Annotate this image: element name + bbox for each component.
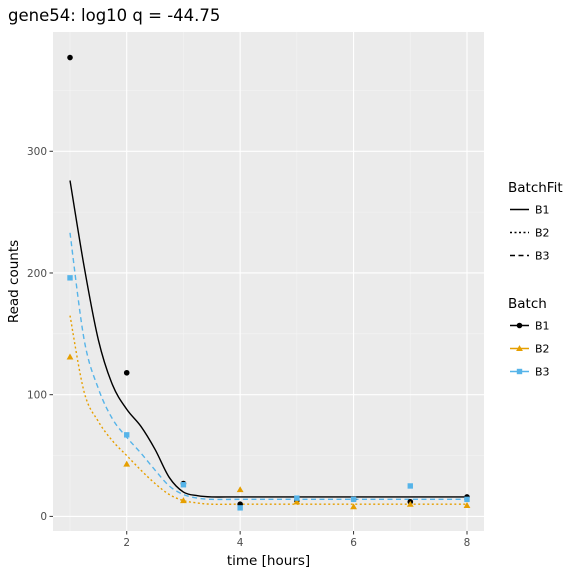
x-tick-label: 2 [123,537,130,549]
x-tick-label: 4 [237,537,244,549]
point-b1 [67,54,73,61]
point-b2 [463,502,471,508]
legend-label: B3 [535,250,550,263]
point-b2 [66,353,74,360]
point-b2 [123,460,131,467]
legend-label: B1 [535,320,550,333]
point-b3 [350,496,357,503]
fit-line-b3 [69,232,467,501]
y-axis: 0 100 200 300 [27,146,53,523]
legend-key-marker [516,322,523,329]
point-b3 [237,505,243,511]
y-tick-label: 200 [27,268,47,280]
point-b3 [464,496,470,503]
legend-key-marker [516,368,523,375]
point-b3 [67,275,73,281]
plot-panel [53,32,484,531]
point-b2 [293,498,301,505]
point-b3 [180,482,187,488]
grid-major [53,32,484,531]
legend-label: B2 [535,343,550,356]
legend-batchfit: BatchFit B1 B2 B3 [508,180,563,267]
x-tick-label: 6 [350,537,357,549]
x-tick-label: 8 [464,537,471,549]
y-tick-label: 0 [40,511,47,523]
fit-line-b1 [69,180,467,498]
legend-batchfit-title: BatchFit [508,180,563,196]
grid-minor [53,32,484,531]
legend-label: B3 [535,366,550,379]
point-b3 [294,495,300,501]
y-axis-title: Read counts [6,240,22,323]
legend-key-marker [516,345,523,352]
point-b2 [180,497,187,504]
legend-label: B2 [535,227,550,240]
x-axis-title: time [hours] [227,553,310,569]
fit-line-b2 [69,315,467,506]
legend-batch: Batch B1 B2 B3 [508,296,550,383]
legend-label: B1 [535,204,550,217]
y-tick-label: 300 [27,146,47,158]
x-axis: 2 4 6 8 [123,531,470,549]
point-b3 [124,432,130,438]
legend-batch-title: Batch [508,296,547,312]
point-b2 [406,500,414,507]
chart-title: gene54: log10 q = -44.75 [8,6,220,25]
y-tick-label: 100 [27,389,47,401]
point-b3 [407,483,413,489]
point-b1 [123,369,130,376]
point-b2 [236,486,244,493]
point-b2 [350,503,357,510]
fit-lines [69,180,467,506]
data-points [66,54,471,511]
